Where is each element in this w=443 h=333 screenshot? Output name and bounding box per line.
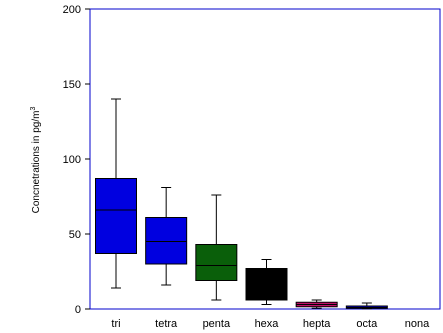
box-iqr-penta	[195, 244, 238, 281]
y-tick-label-150: 150	[63, 79, 81, 91]
box-octa	[345, 302, 388, 310]
x-tick-label-octa: octa	[356, 318, 378, 330]
box-penta	[195, 194, 238, 301]
box-tri	[95, 98, 137, 289]
box-iqr-hexa	[245, 268, 288, 301]
x-tick-label-nona: nona	[405, 318, 430, 330]
x-axis: tri tetra penta hexa hepta octa nona	[111, 318, 430, 330]
x-tick-label-tetra: tetra	[155, 318, 178, 330]
y-axis-label-text: Concnetrations in pg/m	[31, 111, 42, 214]
y-tick-label-50: 50	[69, 229, 81, 241]
box-hexa	[245, 259, 288, 305]
y-axis-label-superscript: 3	[30, 107, 37, 111]
y-tick-label-200: 200	[63, 4, 81, 16]
boxes-group	[95, 98, 388, 310]
x-tick-label-hexa: hexa	[255, 318, 280, 330]
y-axis-label: Concnetrations in pg/m3	[30, 107, 42, 214]
y-tick-label-100: 100	[63, 154, 81, 166]
x-tick-label-tri: tri	[111, 318, 120, 330]
y-tick-label-0: 0	[75, 304, 81, 316]
y-axis: 0 50 100 150 200	[63, 4, 90, 316]
box-iqr-tetra	[145, 217, 188, 265]
plot-frame	[89, 8, 441, 310]
x-tick-label-hepta: hepta	[303, 318, 331, 330]
box-iqr-tri	[95, 178, 137, 254]
x-tick-label-penta: penta	[203, 318, 231, 330]
box-tetra	[145, 187, 188, 286]
box-hepta	[295, 299, 338, 309]
